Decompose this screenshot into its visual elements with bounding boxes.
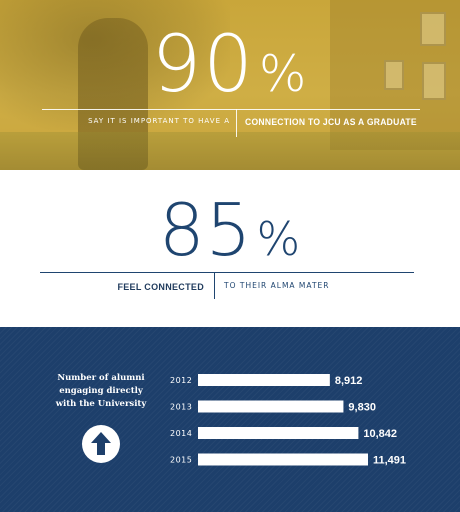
bar-chart: 2012 8,912 2013 9,830 2014 10,842 2015 11,491: [170, 374, 406, 467]
stat-percent-sign: %: [258, 45, 309, 103]
divider-horizontal: [40, 272, 414, 273]
stat-90-percent: 90%: [0, 22, 460, 117]
bar-2014: [198, 427, 359, 439]
bar-category-label: 2015: [170, 456, 192, 465]
stat-85-caption-right: TO THEIR ALMA MATER: [224, 281, 330, 290]
divider-horizontal: [42, 109, 420, 110]
gold-stat-panel: 90% SAY IT IS IMPORTANT TO HAVE A CONNEC…: [0, 0, 460, 170]
bar-value-label: 11,491: [373, 455, 406, 467]
stat-percent-sign: %: [256, 212, 302, 266]
divider-vertical: [236, 109, 237, 137]
building-window: [422, 62, 446, 100]
bar-value-label: 10,842: [363, 428, 397, 440]
white-stat-panel: 85% FEEL CONNECTED TO THEIR ALMA MATER: [0, 170, 460, 327]
building-window: [420, 12, 446, 46]
stat-85-caption-left: FEEL CONNECTED: [117, 282, 204, 292]
bar-2013: [198, 400, 344, 413]
bar-value-label: 9,830: [348, 402, 376, 414]
divider-vertical: [214, 272, 215, 299]
stat-90-caption-right: CONNECTION TO JCU AS A GRADUATE: [245, 117, 417, 127]
bar-category-label: 2014: [170, 429, 192, 438]
building-window: [384, 60, 404, 90]
bar-2012: [198, 374, 330, 386]
stat-90-caption-left: SAY IT IS IMPORTANT TO HAVE A: [88, 117, 230, 125]
stat-number: 85: [158, 188, 253, 272]
bar-2015: [198, 453, 368, 466]
bar-category-label: 2013: [170, 403, 192, 412]
lawn-background: [0, 132, 460, 170]
stat-85-percent: 85%: [0, 190, 460, 279]
stat-number: 90: [151, 20, 255, 110]
bar-value-label: 8,912: [335, 375, 363, 387]
up-arrow-icon: [82, 425, 120, 463]
alumni-chart-panel: Number of alumni engaging directly with …: [0, 327, 460, 512]
statue-silhouette: [78, 18, 148, 170]
building-background: [330, 0, 460, 150]
bar-category-label: 2012: [170, 376, 192, 385]
chart-title: Number of alumni engaging directly with …: [55, 373, 147, 409]
